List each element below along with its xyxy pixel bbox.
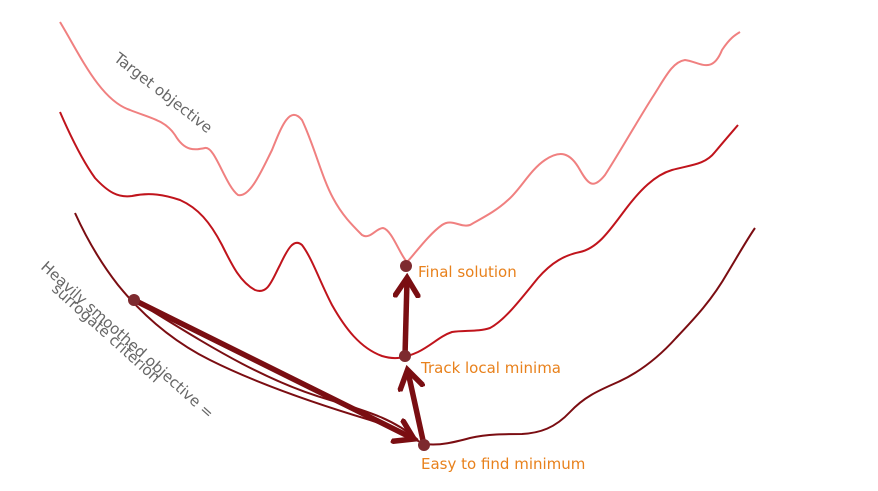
- intermediate-objective-curve: [59, 111, 739, 360]
- easy-minimum-point: [418, 439, 430, 451]
- local-minimum-point: [399, 350, 411, 362]
- descent-path: [133, 299, 419, 441]
- smoothed-objective-label-line2: surrogate criterion: [48, 280, 164, 387]
- second-track-arrow: [405, 280, 407, 357]
- first-track-arrow: [408, 372, 427, 446]
- easy-minimum-label: Easy to find minimum: [421, 455, 585, 473]
- final-solution-label: Final solution: [418, 263, 517, 281]
- descent-arrow: [132, 297, 412, 438]
- target-objective-curve: [59, 21, 741, 264]
- smoothed-objective-curve: [74, 212, 756, 446]
- track-local-minima-label: Track local minima: [420, 359, 561, 377]
- final-solution-point: [400, 260, 412, 272]
- start-point: [128, 294, 140, 306]
